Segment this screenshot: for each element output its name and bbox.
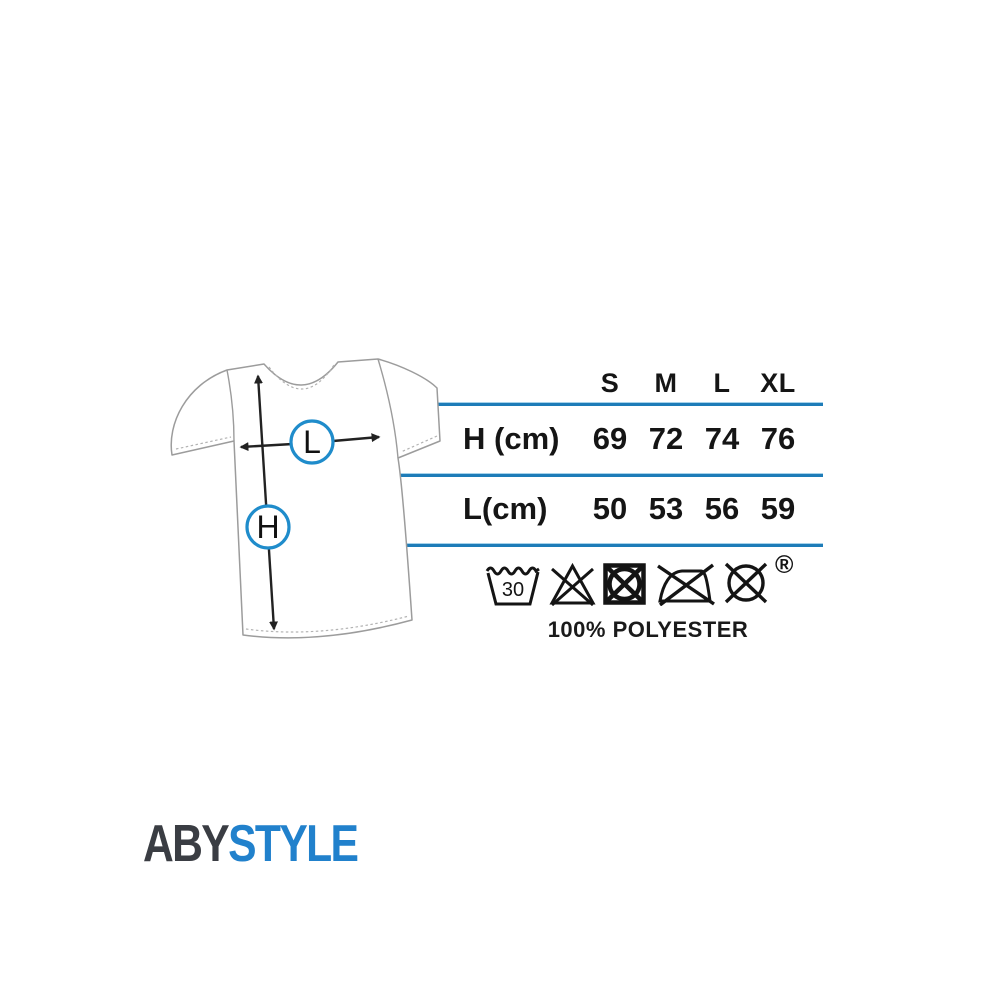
- logo-suffix: STYLE: [228, 815, 359, 873]
- column-header-xl: XL: [760, 367, 796, 398]
- height-label: H: [256, 509, 279, 545]
- size-table-grid: S M L XL H (cm) 69 72 74 76 L(cm) 50 53 …: [390, 362, 823, 546]
- registered-trademark: ®: [775, 551, 794, 579]
- width-label-badge: L: [289, 419, 335, 465]
- width-value-xl: 59: [760, 491, 796, 526]
- height-value-m: 72: [648, 421, 684, 456]
- row-label-width: L(cm): [463, 491, 548, 526]
- do-not-tumble-dry-icon: [603, 563, 646, 605]
- width-label: L: [303, 424, 321, 460]
- column-header-s: S: [600, 367, 620, 398]
- tshirt-diagram: L H: [170, 358, 441, 639]
- tshirt-outline: [170, 358, 441, 639]
- wash-temperature: 30: [502, 579, 524, 601]
- height-value-xl: 76: [760, 421, 796, 456]
- width-value-m: 53: [648, 491, 684, 526]
- table-divider: [390, 402, 823, 406]
- table-divider: [390, 543, 823, 547]
- width-value-l: 56: [704, 491, 740, 526]
- column-header-m: M: [654, 367, 678, 398]
- width-value-s: 50: [592, 491, 628, 526]
- column-header-l: L: [713, 367, 731, 398]
- height-value-s: 69: [592, 421, 628, 456]
- wash-30-icon: 30: [485, 566, 540, 606]
- table-divider: [390, 473, 823, 477]
- material-label: 100% POLYESTER: [547, 617, 749, 642]
- do-not-dry-clean-icon: [724, 562, 768, 604]
- height-label-badge: H: [245, 504, 291, 550]
- logo-prefix: ABY: [143, 815, 230, 873]
- row-label-height: H (cm): [463, 421, 560, 456]
- abystyle-logo: ABYSTYLE: [128, 819, 378, 869]
- care-symbols-row: 30 ®: [484, 553, 793, 606]
- abystyle-logo-text: ABYSTYLE: [143, 819, 359, 869]
- do-not-bleach-icon: [549, 562, 596, 606]
- do-not-iron-icon: [657, 563, 715, 606]
- size-table: S M L XL H (cm) 69 72 74 76 L(cm) 50 53 …: [390, 362, 823, 547]
- height-value-l: 74: [704, 421, 740, 456]
